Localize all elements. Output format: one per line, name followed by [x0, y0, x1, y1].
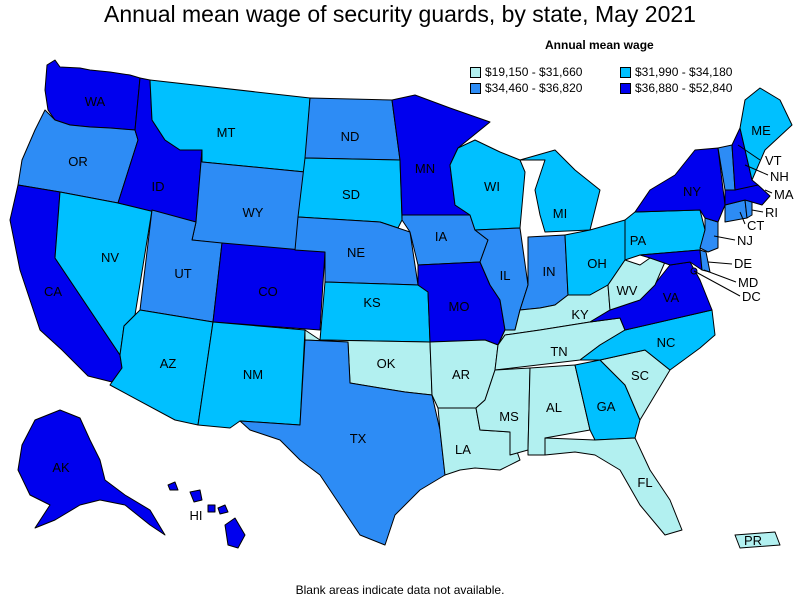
state-label-WA: WA [85, 94, 106, 109]
state-label-SD: SD [342, 187, 360, 202]
state-KS[interactable] [319, 281, 431, 343]
state-label-DE: DE [734, 256, 752, 271]
state-label-MN: MN [415, 161, 435, 176]
legend-label: $36,880 - $52,840 [635, 81, 733, 95]
state-label-OR: OR [68, 154, 88, 169]
legend-item-b4: $36,880 - $52,840 [620, 81, 732, 95]
state-PR[interactable] [734, 531, 781, 549]
map-title: Annual mean wage of security guards, by … [104, 1, 696, 27]
state-label-SC: SC [631, 368, 649, 383]
state-label-VA: VA [663, 290, 680, 305]
state-WV[interactable] [607, 257, 666, 311]
state-label-ME: ME [751, 123, 771, 138]
legend-label: $34,460 - $36,820 [485, 81, 583, 95]
state-label-AR: AR [452, 367, 470, 382]
state-label-VT: VT [765, 153, 782, 168]
state-AK[interactable] [17, 409, 166, 536]
state-label-KS: KS [363, 295, 381, 310]
state-DE[interactable] [699, 249, 711, 273]
legend-title: Annual mean wage [545, 38, 654, 52]
state-label-GA: GA [597, 399, 616, 414]
state-ME[interactable] [739, 87, 793, 181]
state-label-AK: AK [52, 460, 70, 475]
state-label-FL: FL [637, 475, 652, 490]
state-label-DC: DC [742, 289, 761, 304]
state-label-NH: NH [770, 169, 789, 184]
state-label-OK: OK [377, 356, 396, 371]
state-label-MO: MO [449, 299, 470, 314]
state-label-OH: OH [587, 256, 607, 271]
state-label-IN: IN [543, 264, 556, 279]
state-label-MS: MS [499, 409, 519, 424]
state-NH[interactable] [731, 127, 759, 191]
state-MI[interactable] [519, 149, 601, 233]
state-label-CT: CT [747, 218, 764, 233]
state-label-NJ: NJ [737, 233, 753, 248]
legend-label: $19,150 - $31,660 [485, 65, 583, 79]
legend-swatch [620, 66, 631, 78]
state-label-MI: MI [553, 206, 567, 221]
state-label-WI: WI [484, 179, 500, 194]
state-NY[interactable] [634, 147, 726, 223]
state-label-TX: TX [350, 431, 367, 446]
state-label-ID: ID [152, 179, 165, 194]
state-label-CA: CA [44, 284, 62, 299]
state-label-IL: IL [500, 268, 511, 283]
state-label-WV: WV [617, 283, 638, 298]
state-label-MT: MT [217, 125, 236, 140]
state-label-NE: NE [347, 245, 365, 260]
state-label-UT: UT [174, 266, 191, 281]
state-label-TN: TN [550, 344, 567, 359]
legend-swatch [470, 82, 481, 94]
footnote: Blank areas indicate data not available. [295, 583, 505, 597]
legend-swatch [620, 82, 631, 94]
state-label-HI: HI [190, 508, 203, 523]
state-label-ND: ND [341, 129, 360, 144]
state-label-PR: PR [744, 533, 762, 548]
state-CO[interactable] [212, 242, 326, 331]
state-label-NY: NY [683, 184, 701, 199]
state-label-RI: RI [765, 205, 778, 220]
leader-lines [693, 144, 773, 297]
state-label-AL: AL [546, 400, 562, 415]
state-label-AZ: AZ [160, 356, 177, 371]
state-label-CO: CO [258, 284, 278, 299]
state-label-KY: KY [571, 307, 589, 322]
state-label-PA: PA [630, 233, 647, 248]
state-label-WY: WY [243, 205, 264, 220]
state-FL[interactable] [544, 437, 683, 536]
legend-item-b2: $31,990 - $34,180 [620, 65, 732, 79]
state-label-LA: LA [455, 442, 471, 457]
state-label-NV: NV [101, 250, 119, 265]
legend-swatch [470, 66, 481, 78]
state-TX[interactable] [239, 339, 446, 546]
state-label-MA: MA [774, 187, 794, 202]
state-label-IA: IA [435, 229, 448, 244]
state-label-MD: MD [738, 275, 758, 290]
state-label-NM: NM [243, 367, 263, 382]
state-label-NC: NC [657, 335, 676, 350]
legend-label: $31,990 - $34,180 [635, 65, 733, 79]
legend-item-b1: $19,150 - $31,660 [470, 65, 582, 79]
state-HI[interactable] [167, 481, 246, 549]
legend-item-b3: $34,460 - $36,820 [470, 81, 582, 95]
